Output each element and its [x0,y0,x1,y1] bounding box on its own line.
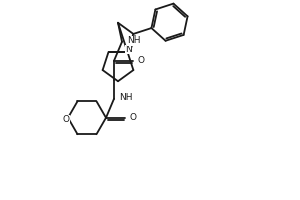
Text: O: O [137,56,144,65]
Text: O: O [62,115,70,124]
Text: NH: NH [119,93,133,102]
Text: NH: NH [127,36,140,45]
Text: O: O [129,113,136,122]
Text: N: N [125,45,132,54]
